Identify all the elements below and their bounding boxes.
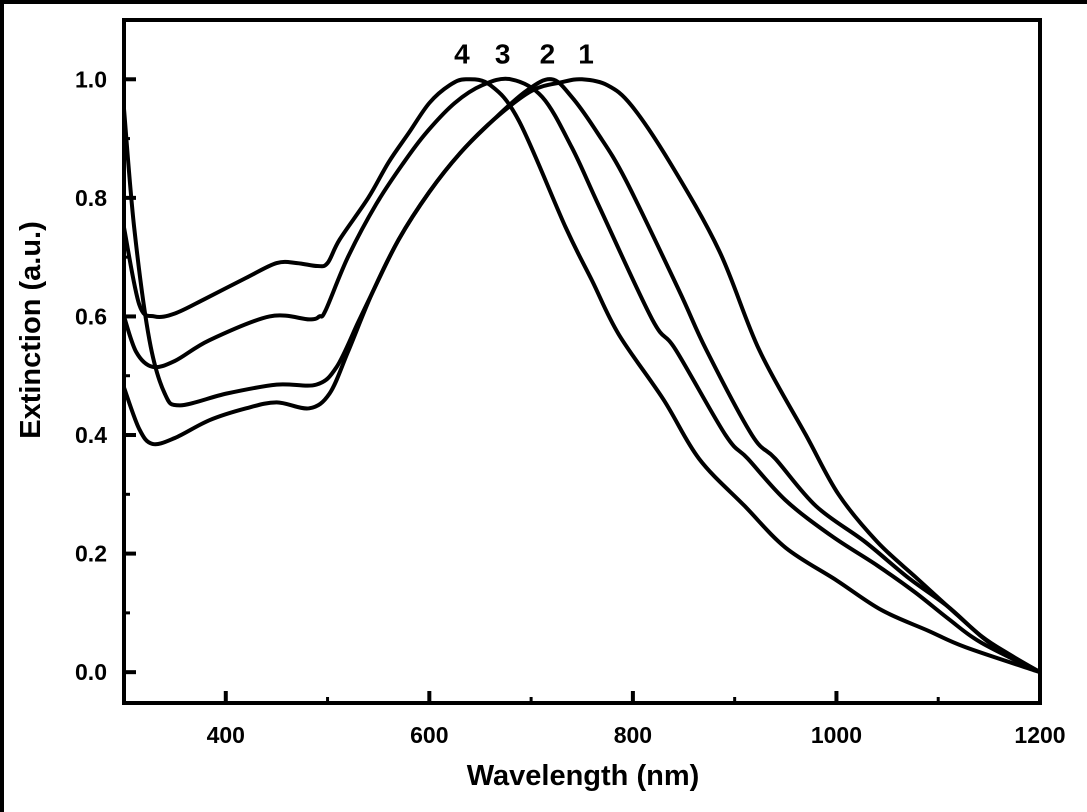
curve-label-4: 4	[454, 39, 470, 70]
x-tick-label: 600	[410, 722, 448, 748]
y-tick-label: 1.0	[75, 66, 107, 92]
y-axis-label: Extinction (a.u.)	[15, 221, 47, 439]
series-group	[122, 76, 1042, 675]
curve-label-2: 2	[540, 39, 556, 70]
series-line-1	[122, 77, 1042, 674]
y-tick-label: 0.2	[75, 541, 107, 567]
curve-label-3: 3	[495, 39, 511, 70]
plot-area-frame	[122, 18, 1042, 705]
x-tick-label: 1200	[1014, 722, 1065, 748]
series-line-3	[122, 76, 1041, 674]
x-axis-label: Wavelength (nm)	[467, 760, 700, 792]
y-tick-label: 0.6	[75, 303, 107, 329]
series-line-2	[122, 77, 1042, 674]
x-tick-label: 400	[207, 722, 245, 748]
y-tick-label: 0.0	[75, 659, 107, 685]
y-tick-label: 0.8	[75, 185, 107, 211]
curve-label-1: 1	[578, 39, 594, 70]
axis-ticks	[122, 77, 1042, 703]
y-tick-label: 0.4	[75, 422, 107, 448]
series-line-4	[122, 77, 1041, 675]
x-tick-label: 800	[614, 722, 652, 748]
x-tick-label: 1000	[811, 722, 862, 748]
tick-labels: 400 600 800 1000 1200 0.0 0.2 0.4 0.6 0.8 1.0	[75, 66, 1066, 748]
